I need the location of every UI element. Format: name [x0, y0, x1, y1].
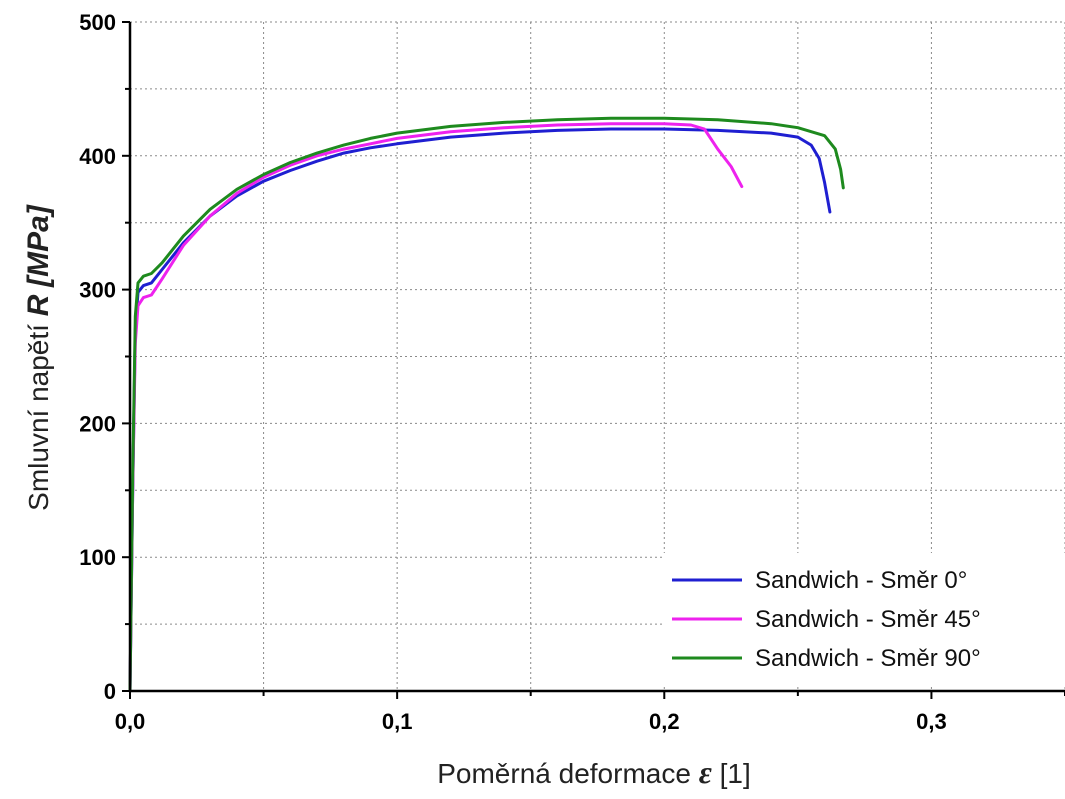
axes — [122, 21, 1065, 699]
series-line — [128, 127, 832, 693]
y-tick-label: 200 — [79, 411, 116, 436]
x-tick-label: 0,0 — [115, 709, 146, 734]
legend-label: Sandwich - Směr 0° — [755, 567, 967, 594]
y-tick-label: 400 — [79, 144, 116, 169]
x-tick-label: 0,2 — [649, 709, 680, 734]
series-lines — [128, 116, 845, 693]
tick-labels: 0,0 0,1 0,2 0,3 0 100 200 300 400 500 — [79, 10, 946, 734]
y-axis-unit: [MPa] — [22, 204, 55, 288]
x-tick-label: 0,1 — [382, 709, 413, 734]
y-axis-title: Smluvní napětí R [MPa] — [22, 204, 55, 511]
legend-label: Sandwich - Směr 45° — [755, 606, 981, 633]
series-line — [128, 116, 845, 693]
legend-label: Sandwich - Směr 90° — [755, 645, 981, 672]
y-axis-symbol: R — [22, 294, 55, 316]
x-axis-unit: [1] — [720, 758, 751, 789]
x-axis-title-text: Poměrná deformace — [437, 758, 691, 789]
y-tick-label: 500 — [79, 10, 116, 35]
grid — [130, 21, 1065, 691]
x-tick-label: 0,3 — [916, 709, 947, 734]
y-tick-label: 100 — [79, 545, 116, 570]
legend: Sandwich - Směr 0° Sandwich - Směr 45° San… — [662, 553, 1065, 687]
y-axis-title-text: Smluvní napětí — [23, 324, 54, 511]
series-line — [128, 122, 744, 693]
y-tick-label: 0 — [104, 679, 116, 704]
x-axis-title: Poměrná deformace ε [1] — [437, 754, 751, 790]
y-tick-label: 300 — [79, 278, 116, 303]
x-axis-symbol: ε — [699, 754, 712, 790]
